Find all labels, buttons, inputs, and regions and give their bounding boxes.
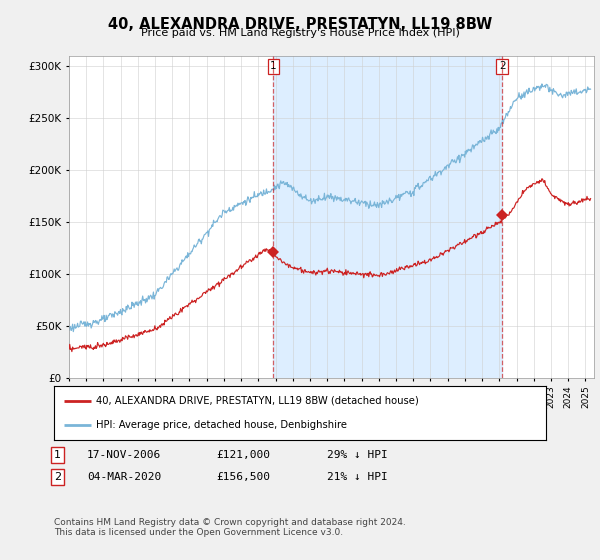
Text: 2: 2 [54,472,61,482]
Text: 40, ALEXANDRA DRIVE, PRESTATYN, LL19 8BW: 40, ALEXANDRA DRIVE, PRESTATYN, LL19 8BW [108,17,492,32]
Text: 29% ↓ HPI: 29% ↓ HPI [327,450,388,460]
Bar [274,56,502,378]
Text: 17-NOV-2006: 17-NOV-2006 [87,450,161,460]
Text: HPI: Average price, detached house, Denbighshire: HPI: Average price, detached house, Denb… [96,420,347,430]
Text: 04-MAR-2020: 04-MAR-2020 [87,472,161,482]
Text: Contains HM Land Registry data © Crown copyright and database right 2024.
This d: Contains HM Land Registry data © Crown c… [54,518,406,538]
Text: 1: 1 [270,61,277,71]
Text: £121,000: £121,000 [216,450,270,460]
Text: Price paid vs. HM Land Registry's House Price Index (HPI): Price paid vs. HM Land Registry's House … [140,28,460,38]
Text: 2: 2 [499,61,506,71]
Text: 40, ALEXANDRA DRIVE, PRESTATYN, LL19 8BW (detached house): 40, ALEXANDRA DRIVE, PRESTATYN, LL19 8BW… [96,396,419,406]
Text: 21% ↓ HPI: 21% ↓ HPI [327,472,388,482]
Text: 1: 1 [54,450,61,460]
Text: £156,500: £156,500 [216,472,270,482]
